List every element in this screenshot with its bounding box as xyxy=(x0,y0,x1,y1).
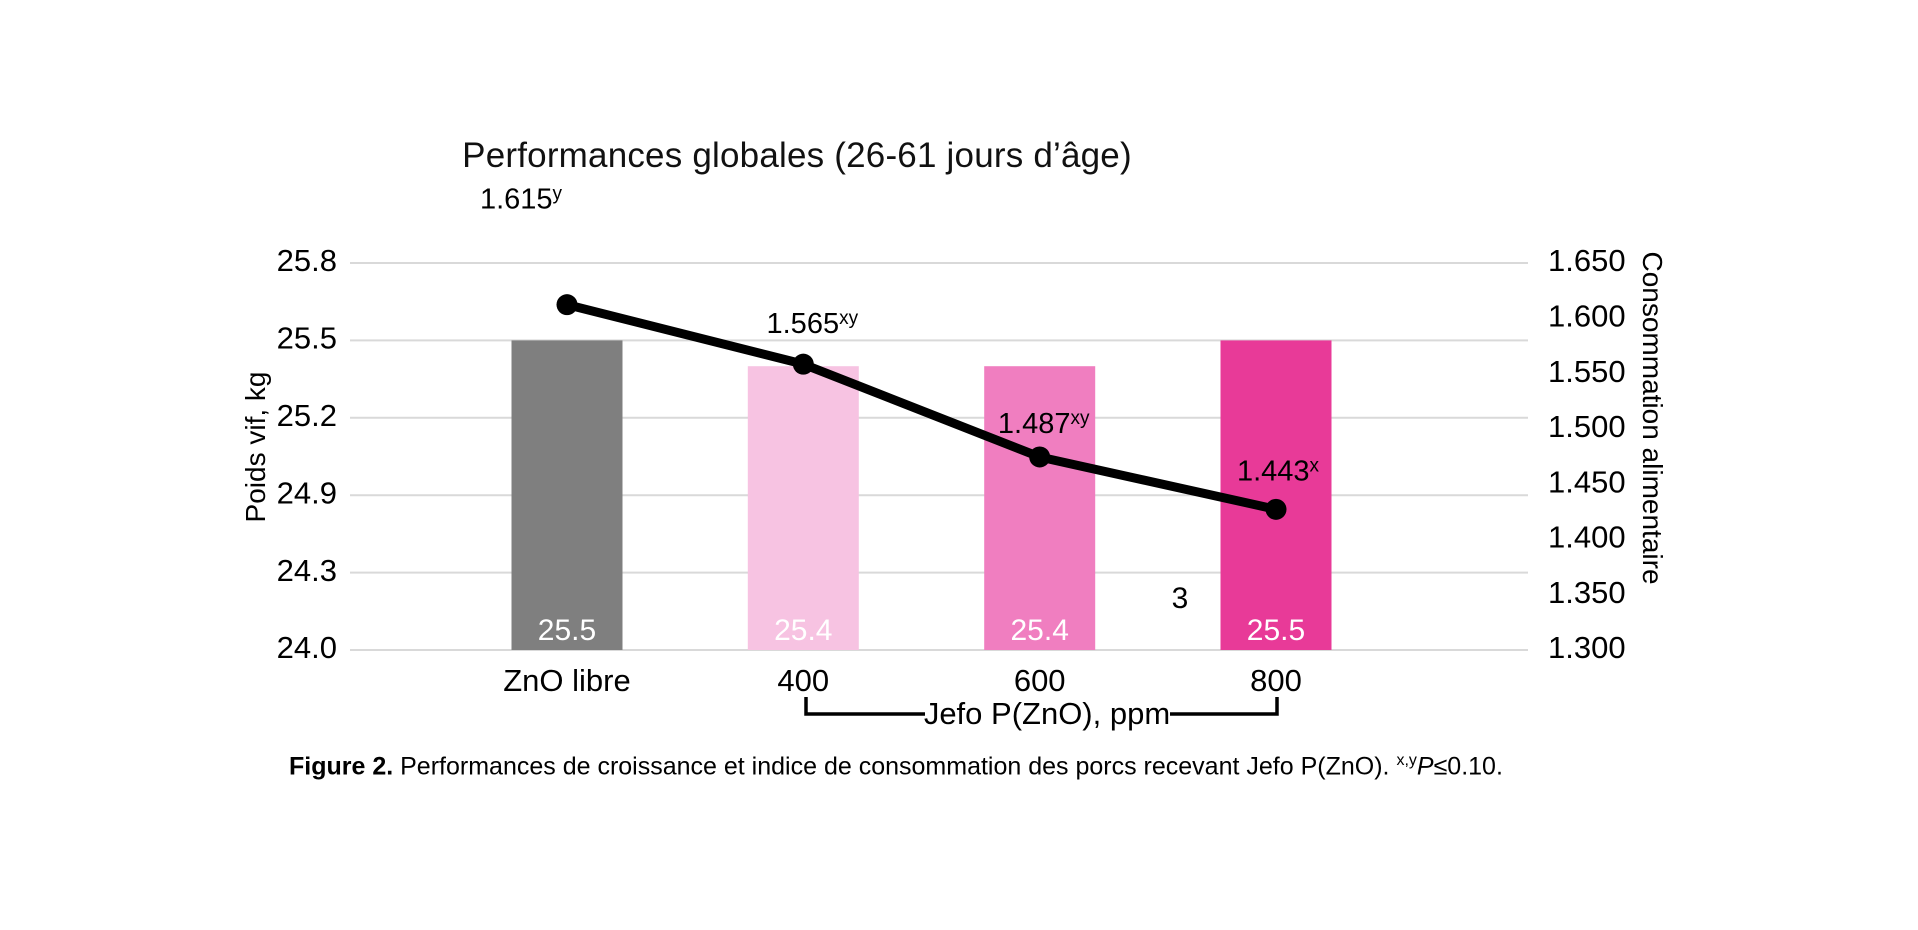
bar-value-label: 25.4 xyxy=(774,614,832,647)
bar-ZnO libre xyxy=(511,340,623,650)
caption-pvalue: ≤0.10. xyxy=(1433,752,1503,781)
right-axis-tick: 1.400 xyxy=(1548,520,1626,555)
x-category-label: 800 xyxy=(1250,663,1302,698)
line-series xyxy=(562,300,1281,514)
right-axis-tick: 1.650 xyxy=(1548,243,1626,278)
left-axis-tick: 24.3 xyxy=(277,553,337,588)
caption-text: Performances de croissance et indice de … xyxy=(393,752,1397,781)
line-point-label: 1.443x xyxy=(1237,455,1320,487)
x-axis-bracket xyxy=(804,697,1279,716)
left-axis-tick: 25.8 xyxy=(277,243,337,278)
chart-title: Performances globales (26-61 jours d’âge… xyxy=(462,136,1132,175)
bar-600 xyxy=(984,366,1096,650)
stray-label: 3 xyxy=(1172,582,1189,615)
line-point-label: 1.565xy xyxy=(767,308,859,340)
caption-superscript: x,y xyxy=(1396,752,1417,769)
x-category-label: 400 xyxy=(777,663,829,698)
right-axis-tick: 1.450 xyxy=(1548,464,1626,499)
left-axis-tick: 25.5 xyxy=(277,321,337,356)
bar-400 xyxy=(747,366,859,650)
caption-p-symbol: P xyxy=(1416,752,1434,781)
right-axis-tick: 1.500 xyxy=(1548,409,1626,444)
figure-caption: Figure 2. Performances de croissance et … xyxy=(289,752,1503,781)
bar-value-label: 25.5 xyxy=(538,614,596,647)
line-point xyxy=(1029,446,1051,468)
bar-800 xyxy=(1220,340,1332,650)
right-axis-tick: 1.300 xyxy=(1548,630,1626,665)
line-point xyxy=(556,294,578,316)
x-category-label: ZnO libre xyxy=(503,663,630,698)
left-axis-tick: 25.2 xyxy=(277,398,337,433)
right-axis-tick: 1.550 xyxy=(1548,354,1626,389)
left-axis-tick: 24.0 xyxy=(277,630,337,665)
x-category-label: 600 xyxy=(1014,663,1066,698)
bar-value-label: 25.4 xyxy=(1011,614,1069,647)
x-axis-bracket-label: Jefo P(ZnO), ppm xyxy=(924,696,1170,731)
bar-value-label: 25.5 xyxy=(1247,614,1305,647)
line-point xyxy=(792,353,814,375)
line-point-label: 1.615y xyxy=(480,184,563,216)
right-axis-tick: 1.600 xyxy=(1548,298,1626,333)
line-point-label: 1.487xy xyxy=(998,408,1090,440)
right-axis-tick: 1.350 xyxy=(1548,575,1626,610)
left-axis-tick: 24.9 xyxy=(277,475,337,510)
line-point xyxy=(1265,498,1287,520)
caption-figure-number: Figure 2. xyxy=(289,752,394,781)
